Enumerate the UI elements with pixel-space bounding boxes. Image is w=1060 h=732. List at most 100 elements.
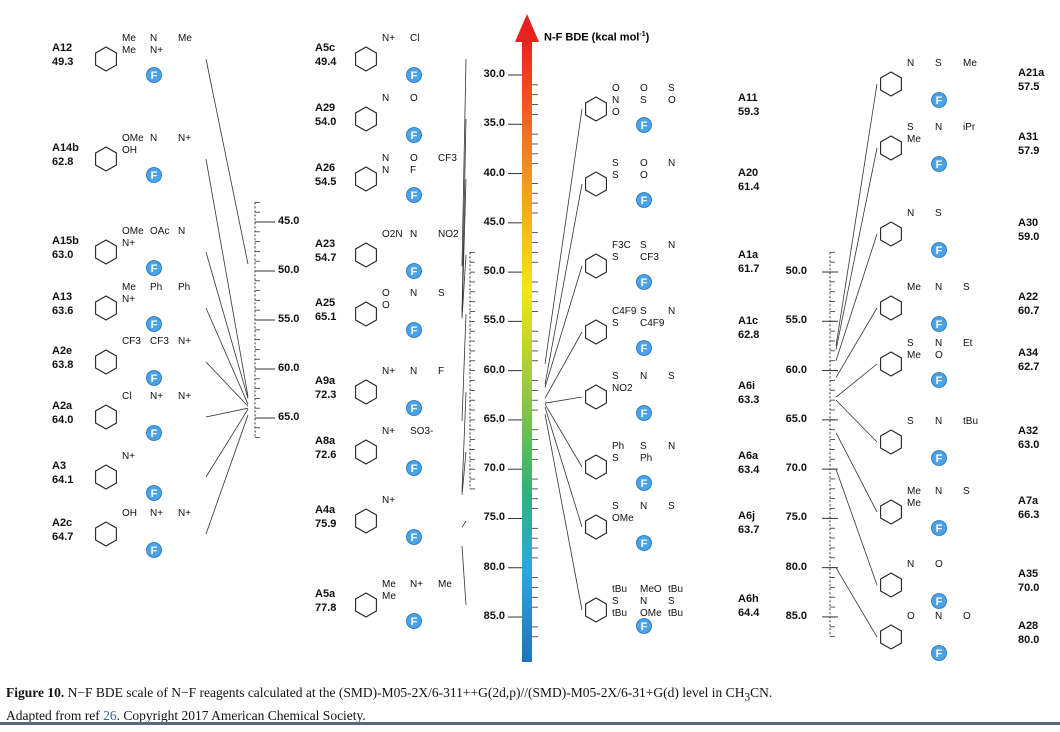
atom-label: N+	[178, 133, 191, 144]
atom-label: N	[382, 93, 389, 104]
atom-label: S	[668, 501, 675, 512]
ring	[95, 239, 117, 265]
fluorine-badge-icon: F	[146, 316, 162, 332]
ring	[95, 404, 117, 430]
connector-line	[205, 407, 249, 418]
atom-label: SO3-	[410, 426, 433, 437]
atom-label: N	[907, 58, 914, 69]
compound-bde: 64.7	[52, 531, 74, 543]
atom-label: OAc	[150, 226, 169, 237]
ring	[880, 624, 902, 650]
atom-label: F	[410, 165, 416, 176]
compound-label-a22: A22 60.7	[1018, 290, 1039, 318]
atom-label: CF3	[640, 252, 659, 263]
compound-id: A9a	[315, 375, 336, 387]
compound-label-a29: A29 54.0	[315, 101, 336, 129]
tick-label: 45.0	[278, 215, 300, 227]
atom-label: OH	[122, 508, 137, 519]
compound-id: A13	[52, 291, 73, 303]
atom-label: N	[935, 416, 942, 427]
tick-label: 70.0	[785, 462, 807, 475]
fluorine-badge-icon: F	[636, 340, 652, 356]
compound-id: A5a	[315, 588, 336, 600]
atom-label: N	[907, 208, 914, 219]
atom-label: Me	[122, 33, 136, 44]
compound-id: A5c	[315, 42, 336, 54]
connector-line	[205, 158, 249, 397]
structure-a14b: OMe N N+ OH F	[95, 133, 191, 183]
compound-label-a30: A30 59.0	[1018, 216, 1039, 244]
compound-bde: 63.0	[1018, 439, 1040, 451]
atom-label: Me	[178, 33, 192, 44]
atom-label: OMe	[640, 608, 662, 619]
structure-a21a: N S Me F	[880, 58, 977, 108]
compound-bde: 63.6	[52, 305, 74, 317]
atom-label: C4F9	[640, 318, 665, 329]
structure-a29: N O F	[355, 93, 422, 143]
atom-label: OMe	[122, 226, 144, 237]
compound-bde: 64.0	[52, 414, 74, 426]
tick-label: 85.0	[785, 609, 807, 622]
compound-label-a28: A28 80.0	[1018, 619, 1039, 647]
atom-label: tBu	[668, 584, 683, 595]
tick-label: 75.0	[483, 511, 505, 524]
svg-text:F: F	[411, 325, 418, 337]
fluorine-badge-icon: F	[931, 520, 947, 536]
compound-bde: 62.8	[738, 329, 760, 341]
compound-label-a11: A11 59.3	[738, 91, 759, 119]
ring	[355, 46, 377, 72]
atom-label: O	[410, 153, 418, 164]
compound-label-a6i: A6i 63.3	[738, 379, 759, 407]
compound-label-a7a: A7a 66.3	[1018, 494, 1039, 522]
mid-left-scale	[469, 251, 475, 490]
atom-label: Cl	[410, 33, 419, 44]
compound-label-a20: A20 61.4	[738, 166, 759, 194]
compound-bde: 61.7	[738, 263, 760, 275]
tick-label: 50.0	[483, 265, 505, 278]
atom-label: O	[907, 611, 915, 622]
fluorine-badge-icon: F	[146, 370, 162, 386]
atom-label: Me	[438, 579, 452, 590]
structure-a2c: OH N+ N+ F	[95, 508, 191, 558]
atom-label: O	[382, 300, 390, 311]
atom-label: O	[640, 170, 648, 181]
fluorine-badge-icon: F	[406, 127, 422, 143]
compound-bde: 49.4	[315, 56, 337, 68]
connector-line	[461, 58, 467, 267]
atom-label: N+	[382, 426, 395, 437]
connector-line	[835, 468, 878, 586]
svg-text:F: F	[151, 263, 158, 275]
compound-label-a15b: A15b 63.0	[52, 234, 79, 262]
atom-label: Me	[122, 282, 136, 293]
compound-id: A2a	[52, 400, 73, 412]
svg-text:F: F	[936, 319, 943, 331]
connector-line	[205, 408, 249, 478]
compound-bde: 66.3	[1018, 509, 1040, 521]
compound-id: A35	[1018, 568, 1039, 580]
atom-label: S	[963, 282, 970, 293]
compound-label-a26: A26 54.5	[315, 161, 336, 189]
reference-link[interactable]: 26	[103, 707, 117, 723]
structure-a3: N+ F	[95, 451, 162, 501]
atom-label: S	[612, 501, 619, 512]
atom-label: Ph	[612, 441, 624, 452]
compound-id: A12	[52, 42, 73, 54]
structure-a30: N S F	[880, 208, 947, 258]
ring	[355, 439, 377, 465]
atom-label: S	[612, 453, 619, 464]
atom-label: N	[382, 153, 389, 164]
compound-id: A25	[315, 297, 336, 309]
svg-text:F: F	[151, 170, 158, 182]
ring	[880, 499, 902, 525]
atom-label: O	[935, 559, 943, 570]
compound-label-a31: A31 57.9	[1018, 130, 1039, 158]
structure-a4a: N+ F	[355, 495, 422, 545]
atom-label: S	[668, 596, 675, 607]
atom-label: N	[668, 306, 675, 317]
atom-label: N+	[122, 294, 135, 305]
svg-text:F: F	[411, 70, 418, 82]
ring	[95, 146, 117, 172]
